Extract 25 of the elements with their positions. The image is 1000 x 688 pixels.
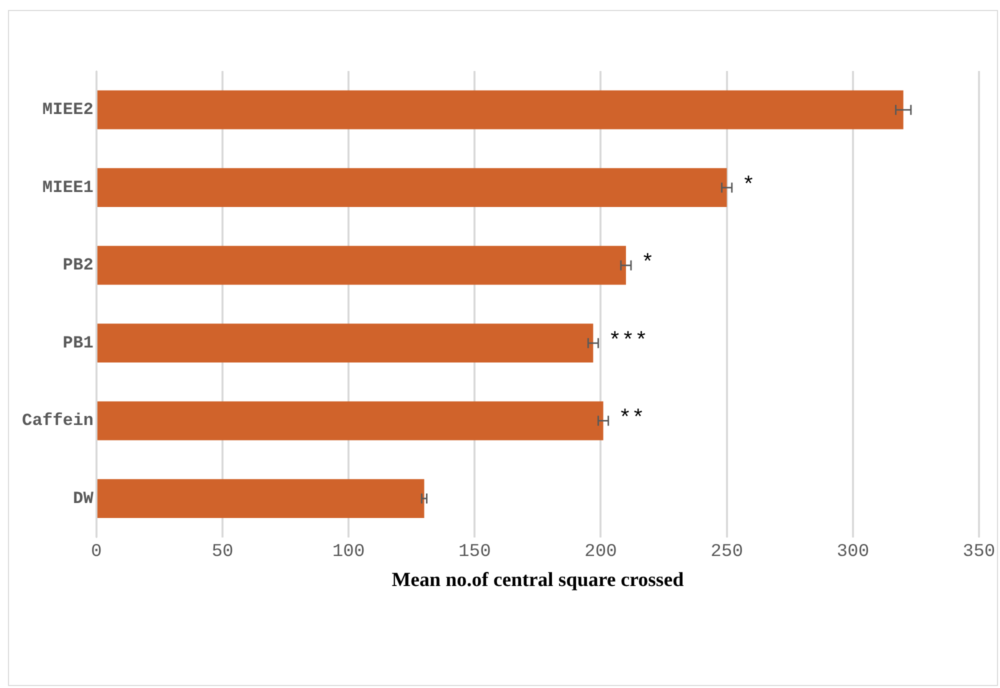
data-label: *: [742, 173, 756, 198]
bar: [97, 90, 904, 130]
x-tick-label: 200: [584, 542, 617, 562]
y-tick-label: DW: [73, 490, 94, 509]
data-label: *: [641, 251, 654, 276]
bar: [97, 324, 594, 362]
y-tick-label: PB1: [62, 334, 94, 354]
x-tick-label: 0: [91, 542, 102, 562]
bar: [97, 401, 604, 440]
x-axis-title: Mean no.of central square crossed: [392, 569, 684, 592]
y-tick-label: MIEE1: [42, 178, 94, 198]
data-label: **: [618, 406, 645, 432]
x-tick-label: 50: [212, 542, 234, 562]
bar: [97, 479, 424, 518]
data-label: ***: [608, 328, 648, 354]
bar: [97, 168, 727, 208]
x-tick-label: 100: [332, 542, 365, 562]
x-tick-label: 300: [836, 542, 870, 562]
y-tick-label: PB2: [62, 256, 94, 276]
y-tick-label: MIEE2: [42, 101, 94, 120]
x-tick-label: 150: [458, 542, 491, 562]
y-tick-label: Caffein: [22, 412, 94, 432]
x-tick-label: 250: [710, 542, 744, 562]
bar: [97, 246, 626, 285]
x-tick-label: 350: [962, 542, 996, 562]
